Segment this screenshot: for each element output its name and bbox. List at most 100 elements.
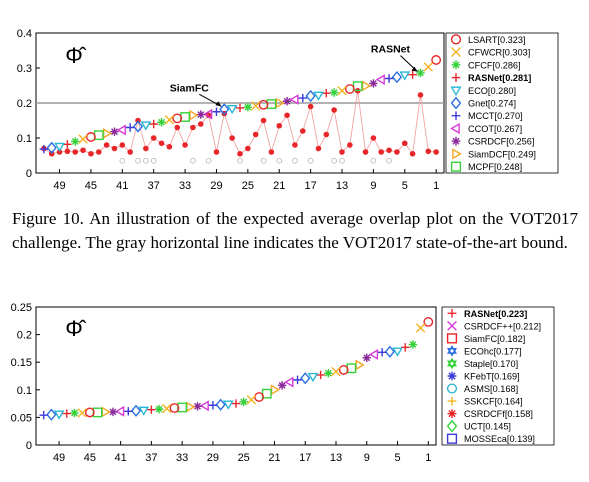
eao-point <box>250 101 261 111</box>
red-dot-point <box>237 150 243 157</box>
eao-point <box>102 128 113 139</box>
eao-point <box>329 88 339 97</box>
eao-point <box>46 408 57 421</box>
gray-circle-point <box>276 157 283 164</box>
legend-marker <box>446 433 458 444</box>
red-dot-point <box>362 149 369 155</box>
eao-point <box>384 74 394 83</box>
eao-point <box>193 402 202 411</box>
red-dot-point <box>229 135 235 141</box>
eao-point <box>300 372 311 385</box>
y-tick-label: 0.05 <box>11 412 32 424</box>
eao-point <box>408 340 418 349</box>
eao-point <box>110 127 119 136</box>
legend-marker <box>450 161 462 172</box>
red-dot-point <box>143 145 149 152</box>
eao-point <box>431 55 442 65</box>
legend-label: CFCF[0.286] <box>468 60 521 70</box>
eao-point <box>219 103 230 116</box>
eao-point <box>84 407 95 418</box>
eao-point <box>384 345 395 358</box>
red-dot-point <box>213 149 220 155</box>
red-dot-point <box>425 148 432 155</box>
eao-point <box>180 112 190 122</box>
legend-marker <box>447 409 457 419</box>
y-tick-label: 0.4 <box>17 28 32 40</box>
eao-point <box>130 404 142 417</box>
legend-marker <box>450 96 462 110</box>
x-tick-label: 33 <box>179 180 191 192</box>
x-tick-label: 25 <box>242 180 254 192</box>
eao-point <box>401 343 410 352</box>
eao-point <box>316 370 325 380</box>
red-dot-point <box>386 147 392 154</box>
eao-point <box>377 348 387 357</box>
legend-label: SSKCF[0.164] <box>464 397 523 407</box>
eao-point <box>337 86 347 96</box>
eao-point <box>86 132 96 142</box>
annotation-arrowhead <box>411 66 418 72</box>
annotation-arrowhead <box>215 101 222 107</box>
vot2017-realtime-eao-chart: 00.10.20.30.449 45 41 37 33 29 25 21 17 13 9 5 1 Φ̂ … <box>17 28 559 192</box>
eao-point <box>239 397 248 407</box>
red-dot-point <box>158 140 165 147</box>
red-dot-point <box>331 107 337 113</box>
red-dot-point <box>111 145 118 152</box>
eao-point <box>324 369 333 378</box>
red-dot-point <box>276 122 283 129</box>
legend-marker <box>447 320 457 331</box>
eao-point <box>408 70 417 79</box>
red-dot-point <box>72 149 79 155</box>
eao-point <box>258 99 269 110</box>
x-tick-label: 29 <box>207 452 219 464</box>
eao-point <box>293 375 302 385</box>
red-dot-point <box>401 140 408 147</box>
eao-point <box>78 134 88 144</box>
red-dot-point <box>245 145 251 152</box>
legend-marker <box>446 419 458 433</box>
eao-point <box>46 141 57 154</box>
eao-point <box>284 376 294 388</box>
y-tick-label: 0.3 <box>17 63 32 75</box>
gray-circle-point <box>260 157 267 164</box>
eao-point <box>93 130 104 141</box>
eao-point <box>399 71 411 81</box>
gray-circle-point <box>135 157 141 164</box>
red-dot-point <box>370 135 377 141</box>
legend-marker <box>451 136 461 146</box>
eao-point <box>298 93 307 103</box>
eao-point <box>77 408 87 418</box>
x-tick-label: 13 <box>336 180 348 192</box>
eao-point <box>222 400 234 410</box>
red-dot-point <box>417 92 424 98</box>
gray-circle-point <box>331 157 338 164</box>
legend-marker <box>446 383 458 394</box>
x-tick-label: 45 <box>84 452 96 464</box>
red-dot-point <box>347 142 353 148</box>
legend-label: CSRDCFf[0.158] <box>464 409 533 419</box>
red-dot-point <box>292 142 298 148</box>
eao-point <box>415 323 426 333</box>
gray-circle-point <box>205 157 212 164</box>
eao-point <box>149 119 158 129</box>
legend-label: LSART[0.323] <box>468 35 526 45</box>
eao-point <box>391 70 403 84</box>
gray-circle-point <box>339 157 345 164</box>
red-dot-point <box>315 145 322 152</box>
red-dot-point <box>394 149 400 155</box>
gray-circle-point <box>386 157 392 164</box>
x-tick-label: 49 <box>53 452 65 464</box>
eao-point <box>116 124 126 136</box>
eao-point <box>54 142 65 152</box>
legend-marker <box>450 86 462 97</box>
legend-marker <box>447 308 457 318</box>
eao-point <box>172 113 183 124</box>
eao-point <box>416 68 425 78</box>
x-tick-label: 21 <box>273 180 285 192</box>
legend-label: SiamFC[0.182] <box>464 334 525 344</box>
eao-point <box>203 108 213 120</box>
eao-point <box>313 91 324 101</box>
legend-marker <box>447 396 457 406</box>
legend-label: CSRDCF++[0.212] <box>464 321 541 331</box>
legend-marker <box>447 371 457 381</box>
